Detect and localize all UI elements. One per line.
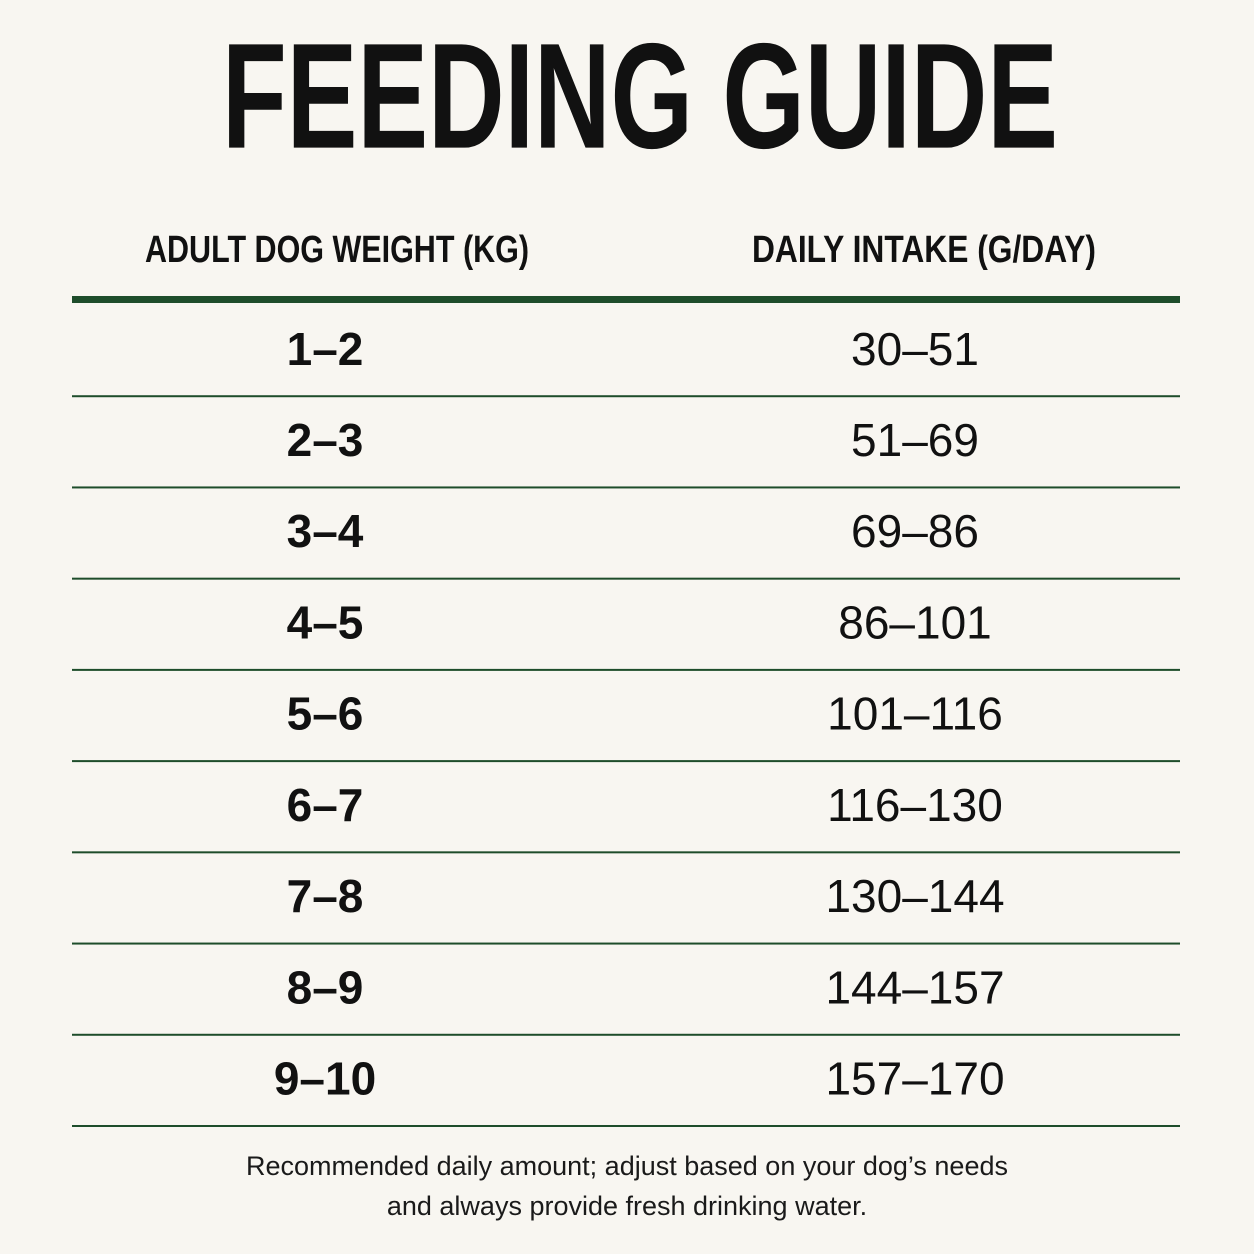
footnote-line: and always provide fresh drinking water. [387, 1191, 867, 1221]
intake-cell: 69–86 [851, 505, 979, 557]
row-rule [72, 1125, 1180, 1127]
row-rule [72, 1033, 1180, 1036]
intake-cell: 101–116 [827, 688, 1003, 740]
row-rule [72, 942, 1180, 945]
header-rule [72, 296, 1180, 303]
intake-cell: 51–69 [851, 414, 979, 466]
intake-cell: 130–144 [825, 870, 1004, 922]
weight-cell: 1–2 [287, 323, 364, 375]
row-rule [72, 577, 1180, 580]
weight-cell: 3–4 [287, 505, 364, 557]
column-header: ADULT DOG WEIGHT (KG) [145, 229, 529, 271]
weight-cell: 8–9 [287, 961, 364, 1013]
title: FEEDING GUIDE [222, 12, 1058, 180]
weight-cell: 2–3 [287, 414, 364, 466]
intake-cell: 144–157 [825, 961, 1004, 1013]
intake-cell: 157–170 [825, 1053, 1004, 1105]
weight-cell: 5–6 [287, 688, 364, 740]
intake-cell: 86–101 [838, 596, 992, 648]
footnote-line: Recommended daily amount; adjust based o… [246, 1151, 1008, 1181]
row-rule [72, 760, 1180, 763]
weight-cell: 4–5 [287, 596, 364, 648]
row-rule [72, 668, 1180, 671]
row-rule [72, 395, 1180, 398]
intake-cell: 30–51 [851, 323, 979, 375]
weight-cell: 6–7 [287, 779, 364, 831]
row-rule [72, 851, 1180, 854]
weight-cell: 9–10 [274, 1053, 376, 1105]
row-rule [72, 486, 1180, 489]
weight-cell: 7–8 [287, 870, 364, 922]
column-header: DAILY INTAKE (G/DAY) [752, 229, 1096, 271]
intake-cell: 116–130 [827, 779, 1003, 831]
